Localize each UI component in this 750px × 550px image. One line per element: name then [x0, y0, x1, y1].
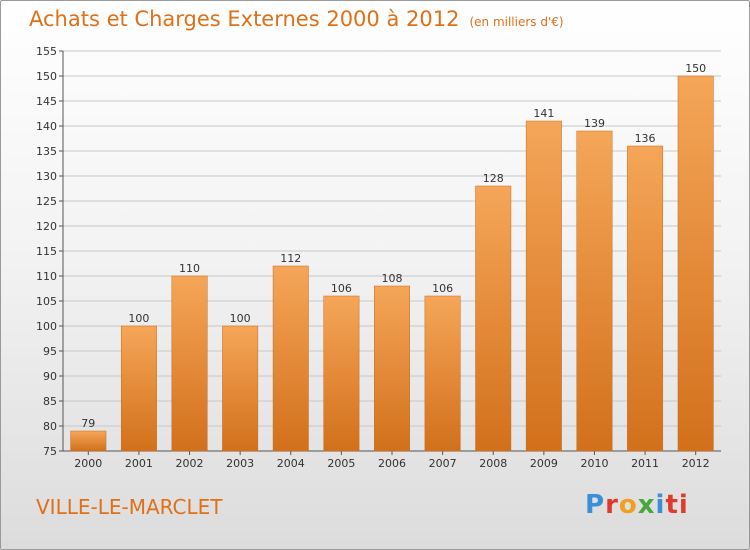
- bars: [70, 75, 714, 452]
- chart-title-text: Achats et Charges Externes 2000 à 2012: [29, 7, 460, 31]
- y-tick-label: 95: [43, 345, 57, 358]
- y-tick-label: 145: [36, 95, 57, 108]
- bar: [171, 275, 208, 452]
- x-tick-label: 2005: [327, 457, 355, 470]
- y-tick-label: 115: [36, 245, 57, 258]
- bar: [222, 325, 259, 452]
- logo-letter: x: [637, 490, 656, 520]
- x-tick-label: 2004: [277, 457, 305, 470]
- bar-value-label: 108: [382, 272, 403, 285]
- logo-letter: ti: [665, 490, 689, 520]
- x-tick-label: 2003: [226, 457, 254, 470]
- x-tick-label: 2009: [530, 457, 558, 470]
- bar: [424, 295, 461, 452]
- bar: [374, 285, 410, 452]
- bar-value-label: 106: [432, 282, 453, 295]
- bar-value-label: 128: [483, 172, 504, 185]
- y-tick-label: 100: [36, 320, 57, 333]
- y-tick-label: 155: [36, 45, 57, 58]
- y-tick-label: 140: [36, 120, 57, 133]
- x-tick-label: 2006: [378, 457, 406, 470]
- logo-letter: i: [655, 490, 666, 520]
- y-tick-label: 110: [36, 270, 57, 283]
- y-tick-label: 105: [36, 295, 57, 308]
- bar: [323, 295, 360, 452]
- bar-value-label: 136: [635, 132, 656, 145]
- y-tick-label: 125: [36, 195, 57, 208]
- x-tick-label: 2010: [580, 457, 608, 470]
- x-tick-label: 2000: [74, 457, 102, 470]
- logo-letter: r: [605, 490, 619, 520]
- bar-value-label: 112: [280, 252, 301, 265]
- x-tick-label: 2007: [429, 457, 457, 470]
- bar-value-label: 110: [179, 262, 200, 275]
- chart-unit: (en milliers d'€): [469, 15, 564, 29]
- logo-letter: P: [585, 490, 606, 520]
- y-tick-label: 85: [43, 395, 57, 408]
- x-tick-label: 2012: [682, 457, 710, 470]
- bar: [627, 145, 664, 452]
- y-tick-label: 150: [36, 70, 57, 83]
- logo-letter: o: [618, 490, 638, 520]
- x-tick-label: 2011: [631, 457, 659, 470]
- bar: [677, 75, 714, 452]
- bar-value-label: 100: [230, 312, 251, 325]
- bar-value-label: 141: [533, 107, 554, 120]
- y-tick-label: 90: [43, 370, 57, 383]
- bar-value-label: 150: [685, 62, 706, 75]
- city-name: VILLE-LE-MARCLET: [36, 495, 223, 519]
- y-tick-label: 75: [43, 445, 57, 458]
- x-tick-label: 2002: [176, 457, 204, 470]
- proxiti-logo[interactable]: Proxiti: [585, 490, 689, 520]
- y-tick-label: 130: [36, 170, 57, 183]
- x-tick-label: 2001: [125, 457, 153, 470]
- y-tick-label: 120: [36, 220, 57, 233]
- chart-title: Achats et Charges Externes 2000 à 2012 (e…: [29, 7, 564, 31]
- bar-value-label: 79: [81, 417, 95, 430]
- bar: [576, 130, 613, 452]
- bar: [525, 120, 562, 452]
- bar: [120, 325, 157, 452]
- y-tick-label: 80: [43, 420, 57, 433]
- x-tick-label: 2008: [479, 457, 507, 470]
- bar-value-label: 139: [584, 117, 605, 130]
- bar: [272, 265, 309, 452]
- bar: [70, 430, 107, 452]
- bar: [475, 185, 512, 452]
- bar-value-label: 106: [331, 282, 352, 295]
- bar-value-label: 100: [128, 312, 149, 325]
- y-tick-label: 135: [36, 145, 57, 158]
- labels: 75 80 85 90 95 100 105 110 115 120 125 130 135 140 145…: [36, 45, 710, 470]
